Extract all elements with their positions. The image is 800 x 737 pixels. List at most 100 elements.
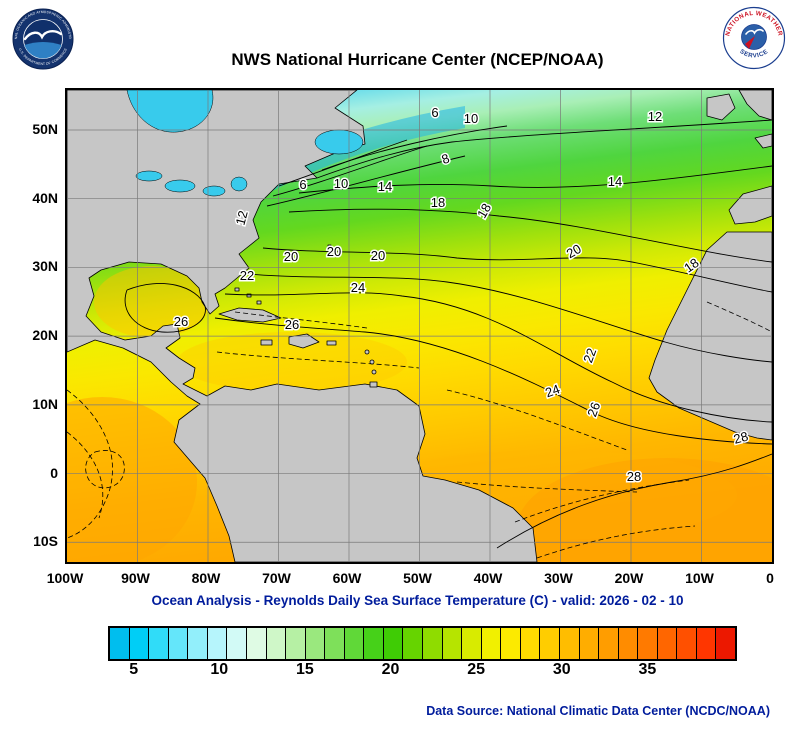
colorbar-cell: [148, 628, 168, 659]
contour-label: 14: [378, 179, 392, 194]
grid-lines: [67, 90, 772, 562]
island-jamaica: [260, 339, 273, 346]
contour-label: 24: [543, 381, 562, 400]
colorbar-cell: [715, 628, 735, 659]
island-hispaniola: [288, 333, 320, 349]
contour-label: 18: [431, 195, 445, 210]
noaa-logo: NATIONAL OCEANIC AND ATMOSPHERIC ADMINIS…: [12, 8, 74, 70]
colorbar-cell: [656, 628, 677, 659]
colorbar-cell: [167, 628, 188, 659]
colorbar-cell: [363, 628, 383, 659]
great-lake: [135, 170, 163, 182]
analysis-caption: Ocean Analysis - Reynolds Daily Sea Surf…: [151, 593, 684, 608]
colorbar-cell: [343, 628, 364, 659]
land-brittany: [754, 133, 772, 149]
gulf-of-st-lawrence: [314, 129, 364, 155]
colorbar-cell: [676, 628, 696, 659]
page-title: NWS National Hurricane Center (NCEP/NOAA…: [231, 50, 604, 69]
great-lake: [164, 179, 196, 193]
colorbar-cell: [480, 628, 501, 659]
colorbar-tick-label: 30: [552, 661, 571, 678]
data-source-text: Data Source: National Climatic Data Cent…: [426, 704, 770, 718]
lon-tick-label: 30W: [544, 570, 573, 586]
lat-tick-label: 40N: [32, 189, 58, 206]
contour-label: 14: [608, 174, 622, 189]
colorbar-tick-label: 20: [381, 661, 400, 678]
lon-tick-label: 0: [766, 570, 774, 586]
lon-tick-label: 100W: [46, 570, 84, 586]
contour-label: 22: [580, 346, 599, 365]
nws-logo: NATIONAL WEATHER SERVICE: [722, 6, 786, 70]
lat-tick-label: 10N: [32, 395, 58, 412]
colorbar-cell: [519, 628, 540, 659]
lon-tick-label: 10W: [685, 570, 714, 586]
lat-tick-label: 0: [50, 464, 58, 481]
lon-tick-label: 40W: [473, 570, 503, 586]
lat-tick-label: 30N: [32, 258, 58, 275]
lon-tick-label: 60W: [332, 570, 362, 586]
colorbar-tick-label: 10: [210, 661, 229, 678]
nws-arc-text-bottom: SERVICE: [738, 48, 769, 59]
lat-axis: 50N 40N 30N 20N 10N 0 10S: [8, 90, 58, 562]
colorbar-tick-label: 35: [638, 661, 657, 678]
contour-label: 10: [334, 176, 348, 191]
lon-axis: 100W 90W 80W 70W 60W 50W 40W 30W 20W 10W 0: [47, 570, 774, 590]
colorbar-cell: [637, 628, 657, 659]
contour-label: 26: [174, 314, 188, 329]
noaa-gull-icon: [23, 29, 63, 41]
contour-label: 12: [233, 209, 251, 227]
colorbar-cell: [422, 628, 442, 659]
colorbar-tick-label: 25: [467, 661, 486, 678]
colorbar-cell: [441, 628, 462, 659]
island-antilles: [364, 349, 370, 355]
lon-tick-label: 50W: [403, 570, 432, 586]
contour-label: 6: [431, 105, 438, 120]
contour-label: 26: [584, 400, 603, 419]
contour-label: 24: [351, 280, 365, 295]
colorbar: [108, 626, 737, 661]
lon-tick-label: 70W: [262, 570, 291, 586]
island-antilles: [371, 369, 377, 375]
noaa-sea-shape: [24, 42, 62, 59]
lat-tick-label: 20N: [32, 327, 58, 344]
lon-tick-label: 80W: [191, 570, 221, 586]
island-puerto-rico: [326, 340, 337, 346]
great-lake: [202, 185, 226, 197]
lat-tick-label: 10S: [33, 533, 58, 550]
nws-gull-icon: [745, 28, 764, 35]
colorbar-cell: [578, 628, 599, 659]
land-britain: [738, 90, 772, 121]
lon-tick-label: 90W: [121, 570, 150, 586]
colorbar-tick-label: 15: [296, 661, 314, 678]
colorbar-cell: [324, 628, 344, 659]
colorbar-cell: [226, 628, 246, 659]
island-cuba: [218, 307, 282, 323]
colorbar-cell: [128, 628, 149, 659]
contour-label: 6: [299, 177, 306, 192]
contour-label: 20: [371, 248, 385, 263]
island-bahamas: [234, 287, 240, 292]
island-bermuda: [327, 244, 332, 249]
lat-tick-label: 50N: [32, 121, 58, 137]
hudson-bay: [126, 90, 214, 133]
great-lake: [230, 176, 248, 192]
colorbar-cell: [539, 628, 559, 659]
contour-label: 28: [732, 429, 750, 447]
isotherms-dashed: [67, 301, 772, 559]
island-bahamas: [246, 293, 252, 298]
colorbar-cell: [500, 628, 520, 659]
contour-label: 20: [327, 244, 341, 259]
colorbar-cell: [558, 628, 579, 659]
land-iberia: [728, 185, 772, 225]
inland-water: [126, 90, 364, 197]
colorbar-tick-label: 5: [129, 661, 139, 678]
colorbar-cell: [695, 628, 716, 659]
contour-label: 20: [284, 249, 298, 264]
nws-red-flag-icon: [745, 36, 755, 49]
colorbar-ticks: 5 10 15 20 25 30 35: [108, 661, 733, 683]
colorbar-cells: [110, 628, 735, 659]
colorbar-cell: [382, 628, 403, 659]
contour-label: 22: [240, 268, 254, 283]
island-bahamas: [256, 300, 262, 305]
